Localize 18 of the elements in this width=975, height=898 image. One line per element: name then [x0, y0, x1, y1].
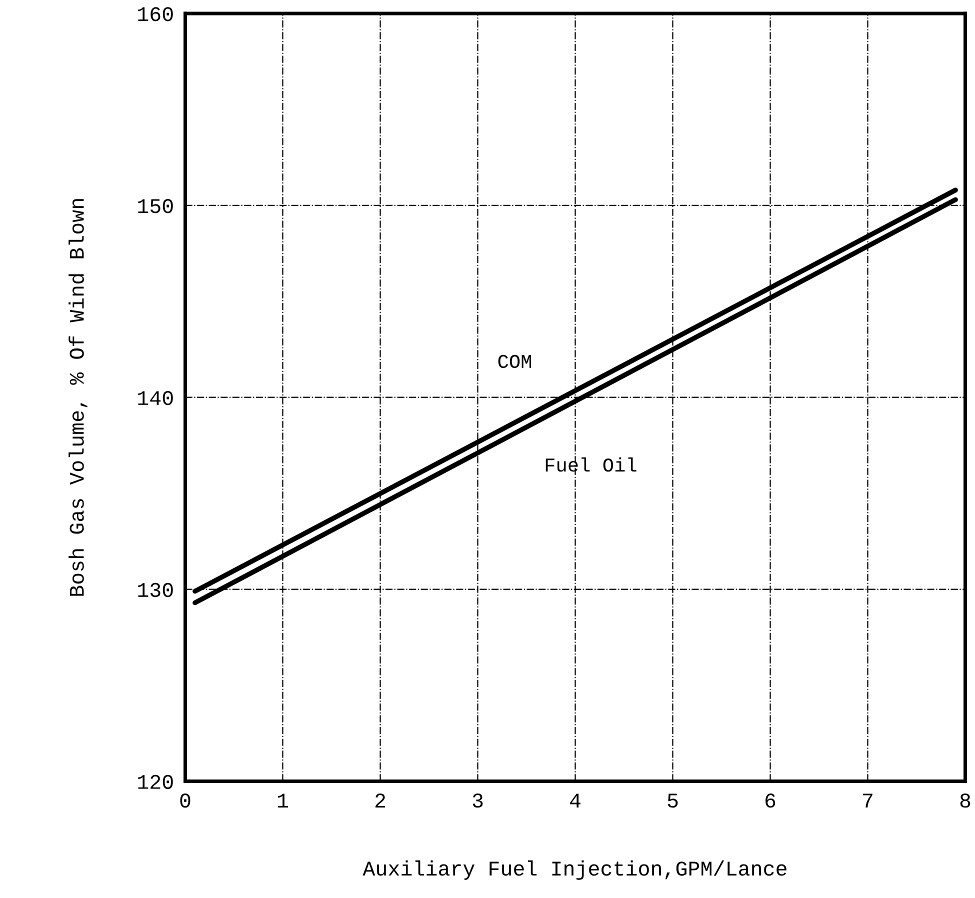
x-tick-label: 5	[668, 794, 678, 808]
x-tick-label: 1	[278, 794, 288, 808]
series-label: Fuel Oil	[546, 457, 636, 472]
y-tick-label: 130	[138, 582, 173, 598]
x-axis-title: Auxiliary Fuel Injection,GPM/Lance	[362, 860, 786, 880]
x-tick-label: 0	[180, 794, 190, 808]
y-tick-label: 120	[138, 774, 173, 790]
y-axis-title: Bosh Gas Volume, % Of Wind Blown	[68, 199, 88, 596]
x-tick-label: 7	[863, 794, 872, 808]
text: COM	[498, 354, 532, 368]
x-tick-label: 3	[472, 794, 483, 808]
x-tick-label: 2	[375, 794, 386, 808]
x-tick-label: 8	[960, 794, 970, 808]
y-tick-label: 160	[138, 7, 173, 22]
y-tick-label: 140	[138, 390, 173, 406]
x-tick-label: 6	[766, 794, 776, 808]
y-tick-label: 150	[138, 199, 173, 214]
x-tick-label: 4	[570, 794, 580, 808]
